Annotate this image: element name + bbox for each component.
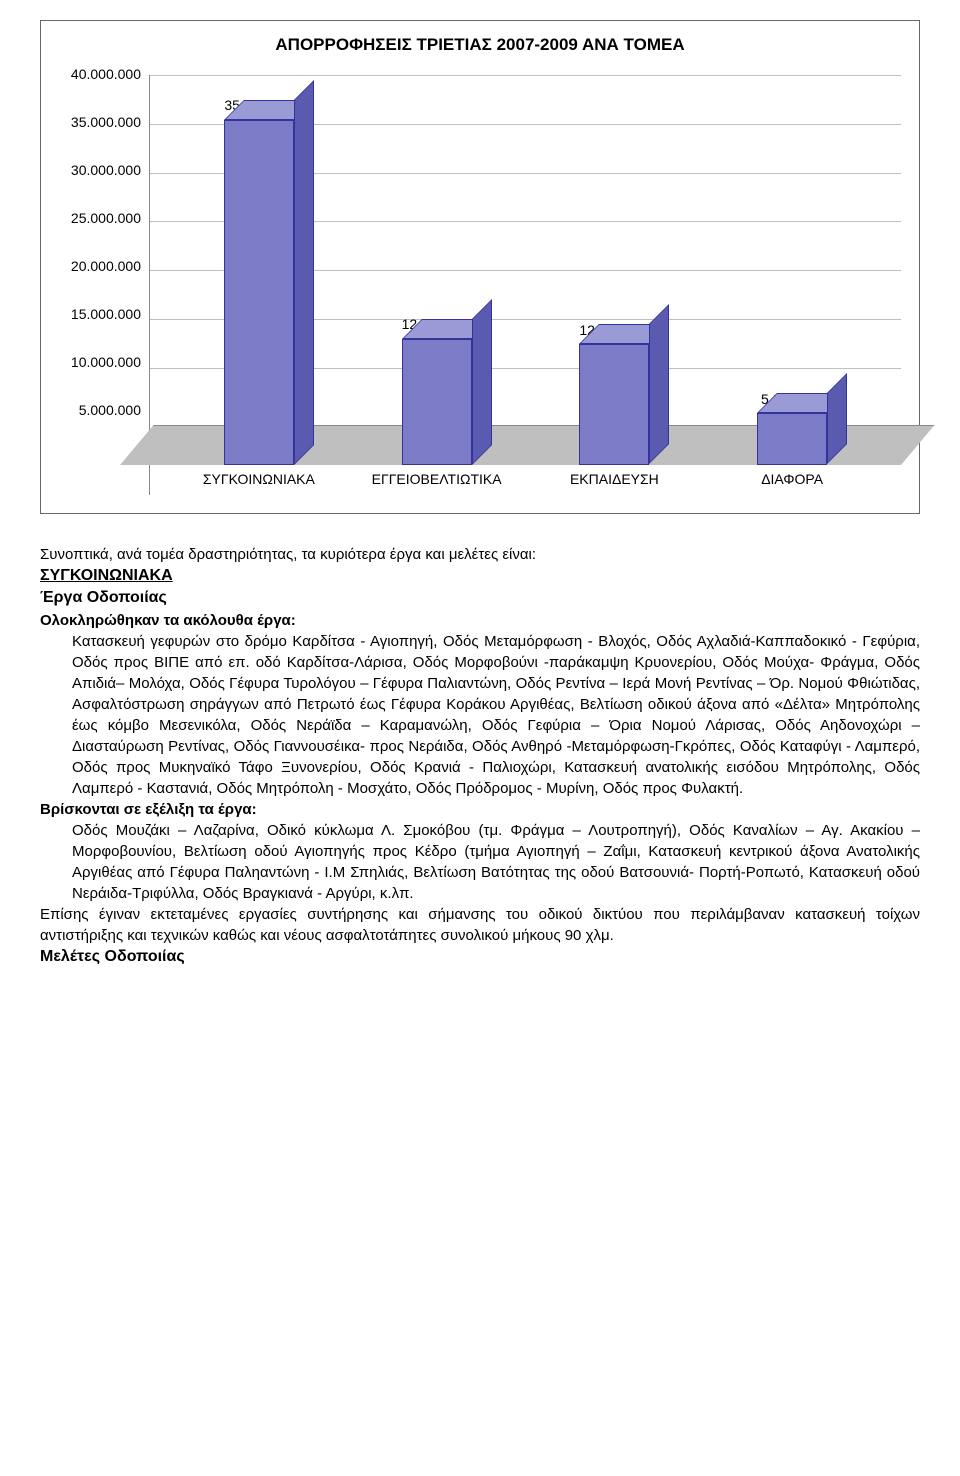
bar [579,344,649,464]
document-body: Συνοπτικά, ανά τομέα δραστηριότητας, τα … [40,544,920,968]
section-heading: ΣΥΓΚΟΙΝΩΝΙΑΚΑ [40,565,920,587]
paragraph: Οδός Μουζάκι – Λαζαρίνα, Οδικό κύκλωμα Λ… [40,820,920,904]
paragraph: Κατασκευή γεφυρών στο δρόμο Καρδίτσα - Α… [40,631,920,799]
paragraph: Βρίσκονται σε εξέλιξη τα έργα: [40,799,920,820]
run-in-heading: Βρίσκονται σε εξέλιξη τα έργα: [40,801,257,818]
y-tick-label: 20.000.000 [71,258,141,274]
paragraph: Ολοκληρώθηκαν τα ακόλουθα έργα: [40,610,920,631]
subsection-heading: Μελέτες Οδοποιίας [40,946,920,968]
x-label: ΣΥΓΚΟΙΝΩΝΙΑΚΑ [189,470,329,490]
bar [757,413,827,464]
bar [402,339,472,465]
y-tick-label: 5.000.000 [79,402,141,418]
y-tick-label: 40.000.000 [71,66,141,82]
y-axis: 0 5.000.000 10.000.000 15.000.000 20.000… [59,75,149,495]
paragraph: Επίσης έγιναν εκτεταμένες εργασίες συντή… [40,904,920,946]
y-tick-label: 10.000.000 [71,354,141,370]
bars-group: 35.366.411 12.909.653 12.349.361 [150,75,901,465]
chart-title: ΑΠΟΡΡΟΦΗΣΕΙΣ ΤΡΙΕΤΙΑΣ 2007-2009 ΑΝΑ ΤΟΜΕ… [59,33,901,57]
chart-container: ΑΠΟΡΡΟΦΗΣΕΙΣ ΤΡΙΕΤΙΑΣ 2007-2009 ΑΝΑ ΤΟΜΕ… [40,20,920,514]
x-axis: ΣΥΓΚΟΙΝΩΝΙΑΚΑ ΕΓΓΕΙΟΒΕΛΤΙΩΤΙΚΑ ΕΚΠΑΙΔΕΥΣ… [150,465,901,495]
y-tick-label: 15.000.000 [71,306,141,322]
x-label: ΕΚΠΑΙΔΕΥΣΗ [544,470,684,490]
bar-slot: 12.349.361 [554,321,674,465]
y-tick-label: 30.000.000 [71,162,141,178]
bar-slot: 12.909.653 [377,315,497,464]
intro-paragraph: Συνοπτικά, ανά τομέα δραστηριότητας, τα … [40,544,920,565]
run-in-heading: Ολοκληρώθηκαν τα ακόλουθα έργα: [40,612,296,629]
y-tick-label: 25.000.000 [71,210,141,226]
y-tick-label: 35.000.000 [71,114,141,130]
subsection-heading: Έργα Οδοποιίας [40,587,920,609]
plot-area: 35.366.411 12.909.653 12.349.361 [149,75,901,495]
x-label: ΔΙΑΦΟΡΑ [722,470,862,490]
chart-area: 0 5.000.000 10.000.000 15.000.000 20.000… [59,75,901,495]
bar-slot: 35.366.411 [199,96,319,464]
x-label: ΕΓΓΕΙΟΒΕΛΤΙΩΤΙΚΑ [367,470,507,490]
bar-slot: 5.274.220 [732,390,852,465]
bar [224,120,294,465]
